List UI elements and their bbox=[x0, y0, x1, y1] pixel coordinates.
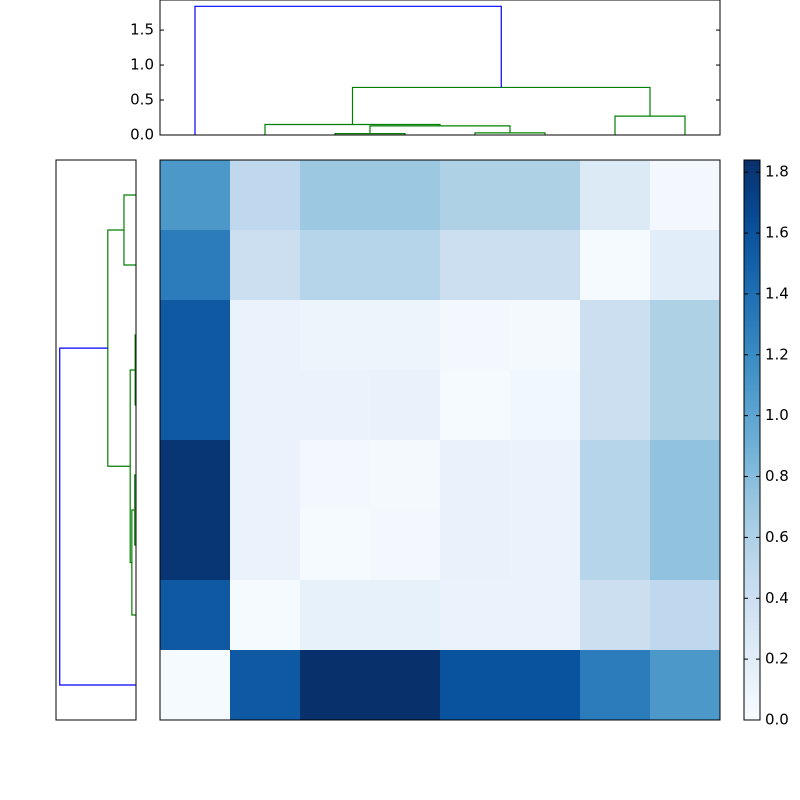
heatmap-cell bbox=[230, 300, 301, 371]
heatmap-cell bbox=[440, 370, 511, 441]
heatmap-cell bbox=[510, 230, 581, 301]
heatmap-cell bbox=[160, 300, 231, 371]
heatmap-cell bbox=[440, 650, 511, 721]
heatmap-cell bbox=[370, 440, 441, 511]
heatmap-cell bbox=[580, 160, 651, 231]
heatmap-cell bbox=[510, 370, 581, 441]
heatmap-cell bbox=[230, 230, 301, 301]
heatmap-cell bbox=[160, 230, 231, 301]
heatmap-cell bbox=[300, 650, 371, 721]
heatmap-cell bbox=[160, 650, 231, 721]
y-tick-label: 0.0 bbox=[130, 126, 154, 144]
heatmap-cell bbox=[650, 510, 721, 581]
heatmap-cell bbox=[370, 300, 441, 371]
y-tick-label: 0.5 bbox=[130, 91, 154, 109]
heatmap-cell bbox=[230, 650, 301, 721]
heatmap-cell bbox=[580, 370, 651, 441]
heatmap-cell bbox=[160, 440, 231, 511]
colorbar-tick-label: 1.0 bbox=[765, 406, 789, 424]
dendrogram-link bbox=[351, 86, 651, 125]
heatmap-cell bbox=[440, 580, 511, 651]
heatmap-cell bbox=[650, 580, 721, 651]
heatmap-cell bbox=[580, 440, 651, 511]
heatmap-cell bbox=[510, 580, 581, 651]
axes-frame bbox=[55, 159, 137, 721]
dendrogram-link bbox=[194, 5, 502, 135]
heatmap-cell bbox=[230, 440, 301, 511]
heatmap-cell bbox=[300, 160, 371, 231]
heatmap-cell bbox=[580, 650, 651, 721]
axes-frame bbox=[159, 159, 721, 721]
heatmap-cell bbox=[580, 580, 651, 651]
heatmap-cell bbox=[370, 370, 441, 441]
y-tick-label: 1.5 bbox=[130, 21, 154, 39]
colorbar-tick-label: 0.8 bbox=[765, 467, 789, 485]
heatmap-cell bbox=[510, 300, 581, 371]
colorbar-tick-label: 1.4 bbox=[765, 284, 789, 302]
colorbar bbox=[744, 160, 760, 720]
dendrogram-link bbox=[614, 115, 686, 135]
heatmap-cell bbox=[160, 510, 231, 581]
heatmap-cell bbox=[650, 230, 721, 301]
heatmap-cell bbox=[300, 510, 371, 581]
heatmap-cell bbox=[580, 300, 651, 371]
heatmap-cell bbox=[650, 160, 721, 231]
heatmap-cell bbox=[230, 510, 301, 581]
heatmap-cell bbox=[300, 300, 371, 371]
heatmap-cell bbox=[650, 440, 721, 511]
heatmap-cell bbox=[300, 440, 371, 511]
heatmap-cell bbox=[230, 370, 301, 441]
dendrogram-link bbox=[131, 509, 136, 616]
colorbar-frame bbox=[743, 159, 761, 721]
heatmap-cell bbox=[160, 160, 231, 231]
heatmap-cell bbox=[650, 300, 721, 371]
heatmap-cell bbox=[510, 650, 581, 721]
heatmap-cell bbox=[580, 510, 651, 581]
colorbar-tick-label: 0.0 bbox=[765, 711, 789, 729]
dendrogram-link bbox=[59, 347, 136, 686]
axes-frame bbox=[159, 0, 721, 136]
heatmap-cell bbox=[580, 230, 651, 301]
heatmap-cell bbox=[440, 510, 511, 581]
heatmap-cell bbox=[230, 160, 301, 231]
heatmap-cell bbox=[370, 230, 441, 301]
y-tick-label: 1.0 bbox=[130, 56, 154, 74]
heatmap-cell bbox=[370, 580, 441, 651]
heatmap-cell bbox=[650, 370, 721, 441]
heatmap-cell bbox=[510, 510, 581, 581]
heatmap-cell bbox=[440, 230, 511, 301]
colorbar-tick-label: 0.4 bbox=[765, 589, 789, 607]
heatmap-cell bbox=[160, 580, 231, 651]
heatmap-cell bbox=[300, 580, 371, 651]
heatmap-cell bbox=[440, 160, 511, 231]
heatmap-cell bbox=[440, 300, 511, 371]
heatmap-cell bbox=[230, 580, 301, 651]
heatmap-cell bbox=[510, 440, 581, 511]
heatmap-cell bbox=[300, 370, 371, 441]
heatmap-cell bbox=[370, 650, 441, 721]
colorbar-tick-label: 1.6 bbox=[765, 224, 789, 242]
heatmap-cell bbox=[370, 510, 441, 581]
dendrogram-link bbox=[123, 194, 136, 266]
heatmap-cell bbox=[300, 230, 371, 301]
colorbar-tick-label: 1.2 bbox=[765, 345, 789, 363]
heatmap-cell bbox=[160, 370, 231, 441]
colorbar-tick-label: 0.2 bbox=[765, 650, 789, 668]
heatmap-cell bbox=[370, 160, 441, 231]
heatmap-cell bbox=[650, 650, 721, 721]
colorbar-tick-label: 1.8 bbox=[765, 163, 789, 181]
heatmap-cell bbox=[510, 160, 581, 231]
colorbar-tick-label: 0.6 bbox=[765, 528, 789, 546]
heatmap-cell bbox=[440, 440, 511, 511]
